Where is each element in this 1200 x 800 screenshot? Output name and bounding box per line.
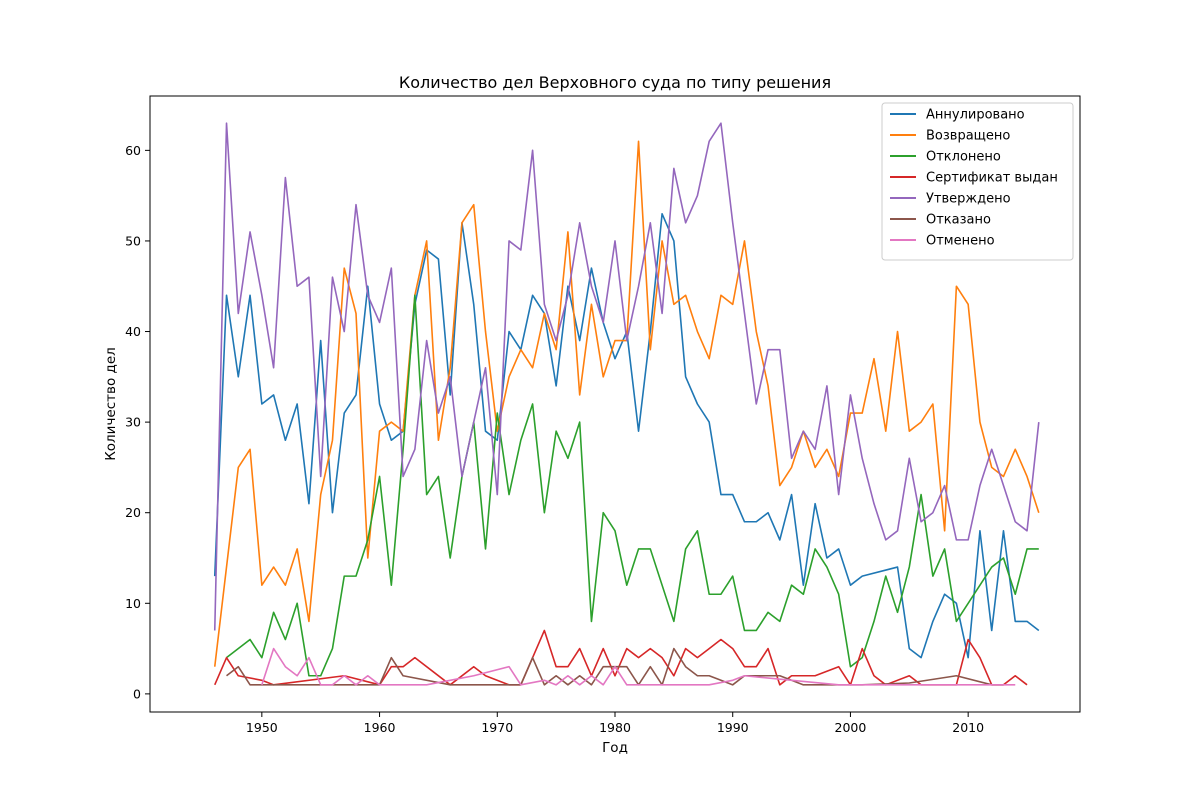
series-line-3 xyxy=(226,294,1039,677)
legend-label: Отклонено xyxy=(926,150,1001,165)
x-tick-label: 1980 xyxy=(599,720,631,735)
y-tick-label: 30 xyxy=(125,415,141,430)
legend-label: Отменено xyxy=(926,234,995,249)
series-layer xyxy=(213,122,1040,686)
y-tick-label: 40 xyxy=(125,324,141,339)
x-tick-label: 1950 xyxy=(246,720,278,735)
y-tick-label: 10 xyxy=(125,596,141,611)
legend-label: Аннулировано xyxy=(926,108,1025,123)
legend-label: Утверждено xyxy=(926,192,1011,207)
y-tick-label: 0 xyxy=(133,686,141,701)
x-tick-label: 2010 xyxy=(952,720,984,735)
x-tick-label: 1960 xyxy=(364,720,396,735)
x-tick-label: 1970 xyxy=(481,720,513,735)
series-line-1 xyxy=(213,212,1040,659)
y-axis-title: Количество дел xyxy=(103,347,119,461)
y-axis: 0 10 20 30 40 50 60 xyxy=(125,143,150,701)
series-line-2 xyxy=(213,140,1040,667)
x-axis: 1950 1960 1970 1980 1990 2000 2010 xyxy=(246,712,984,735)
chart-title: Количество дел Верховного суда по типу р… xyxy=(399,73,831,92)
x-axis-title: Год xyxy=(602,740,628,756)
legend: Аннулировано Возвращено Отклонено Сертифика… xyxy=(881,102,1074,261)
y-tick-label: 60 xyxy=(125,143,141,158)
legend-label: Отказано xyxy=(926,213,991,228)
series-line-7 xyxy=(261,647,1016,686)
series-line-5 xyxy=(213,122,1040,631)
x-tick-label: 2000 xyxy=(835,720,867,735)
y-tick-label: 50 xyxy=(125,233,141,248)
y-tick-label: 20 xyxy=(125,505,141,520)
legend-label: Возвращено xyxy=(926,129,1010,144)
legend-box xyxy=(881,102,1074,261)
x-tick-label: 1990 xyxy=(717,720,749,735)
legend-label: Сертификат выдан xyxy=(926,171,1058,186)
